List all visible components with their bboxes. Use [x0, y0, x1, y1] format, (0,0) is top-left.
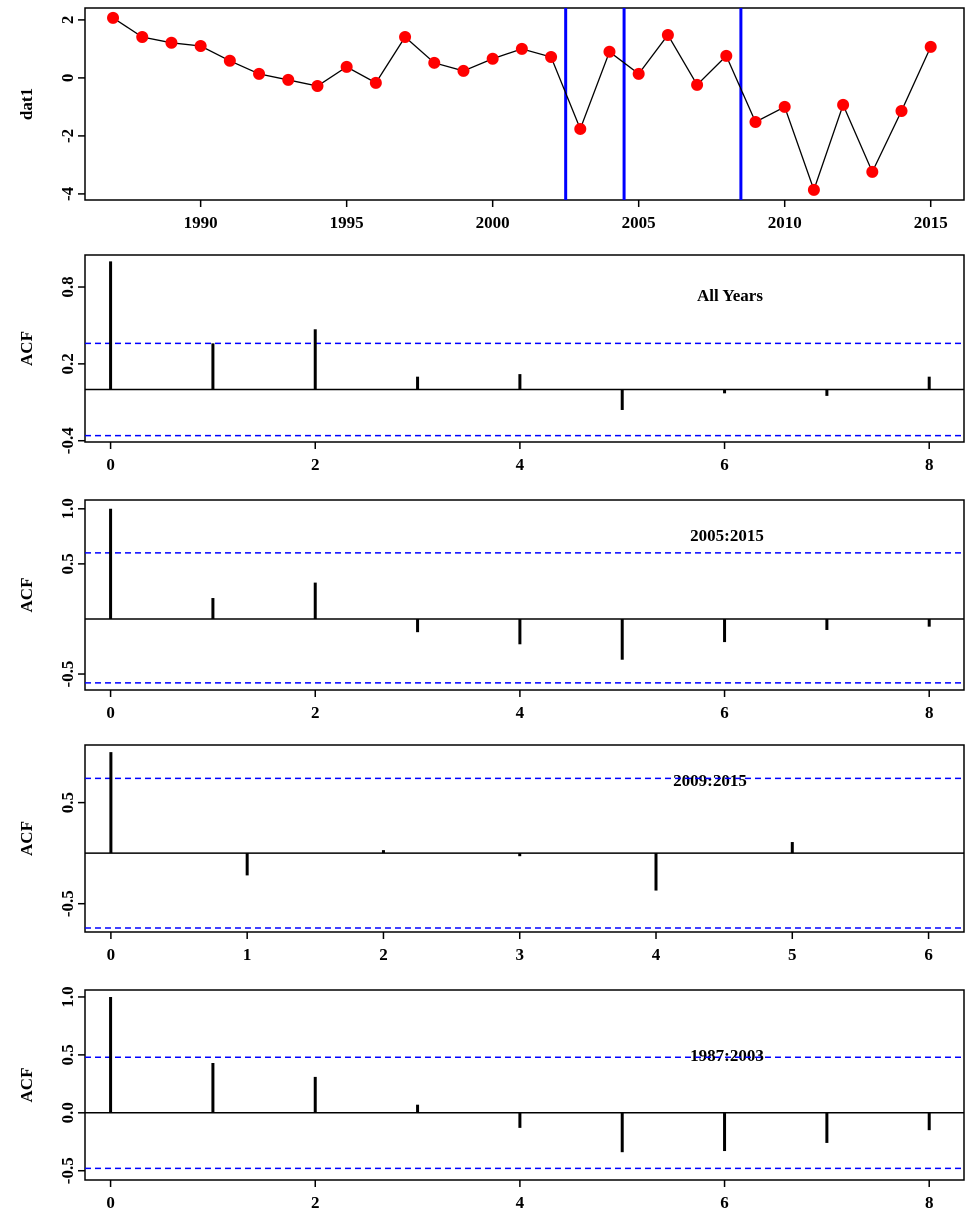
- x-tick-label: 0: [106, 703, 115, 722]
- data-point: [194, 39, 207, 52]
- plot-frame: [84, 499, 965, 691]
- data-point: [457, 64, 470, 77]
- y-tick-label: -2: [58, 129, 77, 143]
- data-point: [778, 100, 791, 113]
- x-tick-label: 4: [516, 703, 525, 722]
- data-point: [223, 54, 236, 67]
- x-tick-label: 3: [515, 945, 524, 964]
- panel-annotation: 1987:2003: [690, 1046, 764, 1065]
- y-axis-label: ACF: [17, 821, 36, 856]
- data-point: [486, 52, 499, 65]
- data-point: [369, 76, 382, 89]
- data-point: [807, 183, 820, 196]
- data-point: [895, 104, 908, 117]
- panel-annotation: 2009:2015: [673, 771, 747, 790]
- data-point: [866, 165, 879, 178]
- data-point: [311, 80, 324, 93]
- y-tick-label: 1.0: [58, 986, 77, 1007]
- x-tick-label: 2: [311, 703, 320, 722]
- y-tick-label: 2: [58, 16, 77, 25]
- y-axis-label: ACF: [17, 1068, 36, 1103]
- x-tick-label: 0: [106, 455, 115, 474]
- x-tick-label: 2005: [622, 213, 656, 232]
- x-tick-label: 1995: [330, 213, 364, 232]
- y-axis-label: ACF: [17, 331, 36, 366]
- data-point: [107, 11, 120, 24]
- y-tick-label: -0.5: [58, 661, 77, 688]
- data-point: [428, 56, 441, 69]
- y-tick-label: 0.8: [58, 276, 77, 297]
- x-tick-label: 2000: [476, 213, 510, 232]
- data-point: [749, 115, 762, 128]
- data-point: [691, 78, 704, 91]
- x-tick-label: 6: [720, 703, 729, 722]
- x-tick-label: 4: [652, 945, 661, 964]
- y-tick-label: 0.5: [58, 792, 77, 813]
- panel-annotation: 2005:2015: [690, 526, 764, 545]
- panel-annotation: All Years: [697, 286, 763, 305]
- x-tick-label: 5: [788, 945, 797, 964]
- y-tick-label: 1.0: [58, 498, 77, 519]
- data-point: [136, 31, 149, 44]
- data-point: [603, 45, 616, 58]
- x-tick-label: 8: [925, 703, 934, 722]
- y-tick-label: -4: [58, 186, 77, 201]
- x-tick-label: 2: [311, 1193, 320, 1212]
- y-tick-label: 0.5: [58, 553, 77, 574]
- data-point: [574, 122, 587, 135]
- data-point: [632, 67, 645, 80]
- x-tick-label: 2: [379, 945, 388, 964]
- data-point: [924, 40, 937, 53]
- y-axis-label: ACF: [17, 578, 36, 613]
- x-tick-label: 0: [107, 945, 116, 964]
- data-point: [253, 67, 266, 80]
- data-point: [720, 49, 733, 62]
- plot-frame: [84, 989, 965, 1181]
- x-tick-label: 2: [311, 455, 320, 474]
- x-tick-label: 4: [516, 455, 525, 474]
- y-tick-label: 0: [58, 74, 77, 83]
- x-tick-label: 4: [516, 1193, 525, 1212]
- x-tick-label: 6: [720, 455, 729, 474]
- data-point: [545, 51, 558, 64]
- plot-frame: [84, 744, 965, 933]
- y-tick-label: 0.2: [58, 353, 77, 374]
- data-point: [340, 60, 353, 73]
- x-tick-label: 0: [106, 1193, 115, 1212]
- y-tick-label: -0.5: [58, 1157, 77, 1184]
- y-tick-label: -0.5: [58, 890, 77, 917]
- y-tick-label: -0.4: [58, 427, 77, 454]
- plot-frame: [84, 7, 965, 201]
- data-point: [165, 36, 178, 49]
- plot-frame: [84, 254, 965, 443]
- x-tick-label: 1990: [184, 213, 218, 232]
- data-point: [282, 73, 295, 86]
- y-axis-label: dat1: [17, 88, 36, 120]
- data-point: [399, 31, 412, 44]
- x-tick-label: 1: [243, 945, 252, 964]
- data-point: [515, 42, 528, 55]
- x-tick-label: 8: [925, 1193, 934, 1212]
- x-tick-label: 2010: [768, 213, 802, 232]
- x-tick-label: 2015: [914, 213, 948, 232]
- y-tick-label: 0.5: [58, 1044, 77, 1065]
- x-tick-label: 6: [720, 1193, 729, 1212]
- data-point: [837, 98, 850, 111]
- x-tick-label: 8: [925, 455, 934, 474]
- x-tick-label: 6: [924, 945, 933, 964]
- y-tick-label: 0.0: [58, 1102, 77, 1123]
- data-point: [661, 28, 674, 41]
